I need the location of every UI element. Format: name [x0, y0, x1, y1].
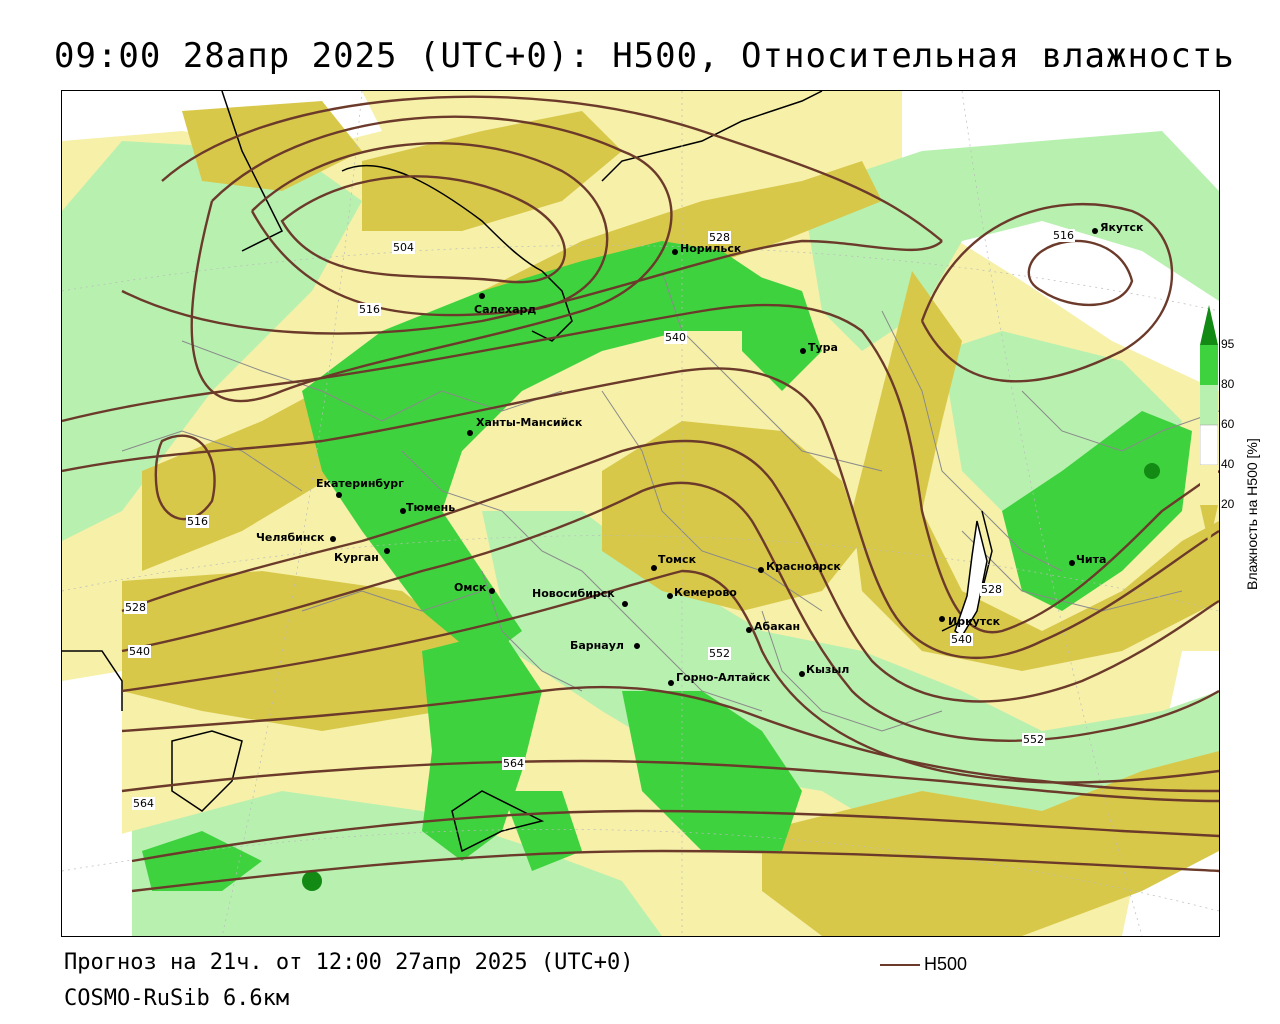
city-label: Чита	[1076, 553, 1107, 566]
colorbar-title: Влажность на H500 [%]	[1244, 438, 1260, 590]
city-label: Абакан	[754, 620, 801, 633]
city-label: Челябинск	[256, 531, 325, 544]
city-marker	[467, 430, 473, 436]
city-marker	[384, 548, 390, 554]
contour-label: 540	[664, 331, 687, 344]
city-label: Салехард	[474, 303, 537, 316]
contour-label: 528	[980, 583, 1003, 596]
city-marker	[489, 588, 495, 594]
city-marker	[672, 249, 678, 255]
city-marker	[651, 565, 657, 571]
city-label: Новосибирск	[532, 587, 615, 600]
city-label: Омск	[454, 581, 487, 594]
contour-label: 552	[708, 647, 731, 660]
city-marker	[800, 348, 806, 354]
contour-label: 516	[1052, 229, 1075, 242]
colorbar-tick: 80	[1221, 377, 1235, 391]
city-label: Кызыл	[806, 663, 850, 676]
city-marker	[667, 593, 673, 599]
city-marker	[799, 671, 805, 677]
map-title: 09:00 28апр 2025 (UTC+0): H500, Относите…	[54, 36, 1235, 76]
colorbar-tick: 95	[1221, 337, 1235, 351]
contour-label: 528	[708, 231, 731, 244]
contour-label: 504	[392, 241, 415, 254]
city-marker	[1092, 228, 1098, 234]
city-label: Тура	[808, 341, 838, 354]
city-label: Барнаул	[570, 639, 624, 652]
contour-label: 516	[186, 515, 209, 528]
city-label: Якутск	[1100, 221, 1144, 234]
city-marker	[336, 492, 342, 498]
contour-label: 540	[128, 645, 151, 658]
contour-label: 516	[358, 303, 381, 316]
city-label: Красноярск	[766, 560, 841, 573]
city-marker	[400, 508, 406, 514]
city-marker	[939, 616, 945, 622]
contour-label: 528	[124, 601, 147, 614]
model-name: COSMO-RuSib 6.6км	[64, 986, 290, 1011]
h500-legend-line	[880, 964, 920, 966]
humidity-field	[62, 91, 1219, 936]
city-marker	[1069, 560, 1075, 566]
h500-legend-label: H500	[924, 954, 968, 974]
city-marker	[330, 536, 336, 542]
city-label: Норильск	[680, 242, 742, 255]
city-label: Ханты-Мансийск	[476, 416, 583, 429]
forecast-info: Прогноз на 21ч. от 12:00 27апр 2025 (UTC…	[64, 950, 634, 975]
contour-label: 564	[132, 797, 155, 810]
colorbar-tick: 60	[1221, 417, 1235, 431]
colorbar-tick: 40	[1221, 457, 1235, 471]
humidity-colorbar	[1200, 305, 1218, 545]
city-marker	[634, 643, 640, 649]
h500-contours	[62, 95, 1219, 893]
city-label: Курган	[334, 551, 379, 564]
city-label: Кемерово	[674, 586, 737, 599]
contour-label: 564	[502, 757, 525, 770]
city-label: Екатеринбург	[316, 477, 404, 490]
contour-label: 540	[950, 633, 973, 646]
city-marker	[622, 601, 628, 607]
city-label: Томск	[658, 553, 697, 566]
city-label: Иркутск	[948, 615, 1001, 628]
city-marker	[746, 627, 752, 633]
city-label: Тюмень	[406, 501, 456, 514]
weather-map: 504 516 528 540 516 516 528 540 552 564 …	[61, 90, 1220, 937]
city-marker	[479, 293, 485, 299]
city-marker	[668, 680, 674, 686]
city-label: Горно-Алтайск	[676, 671, 771, 684]
city-marker	[758, 567, 764, 573]
colorbar-tick: 20	[1221, 497, 1235, 511]
contour-label: 552	[1022, 733, 1045, 746]
